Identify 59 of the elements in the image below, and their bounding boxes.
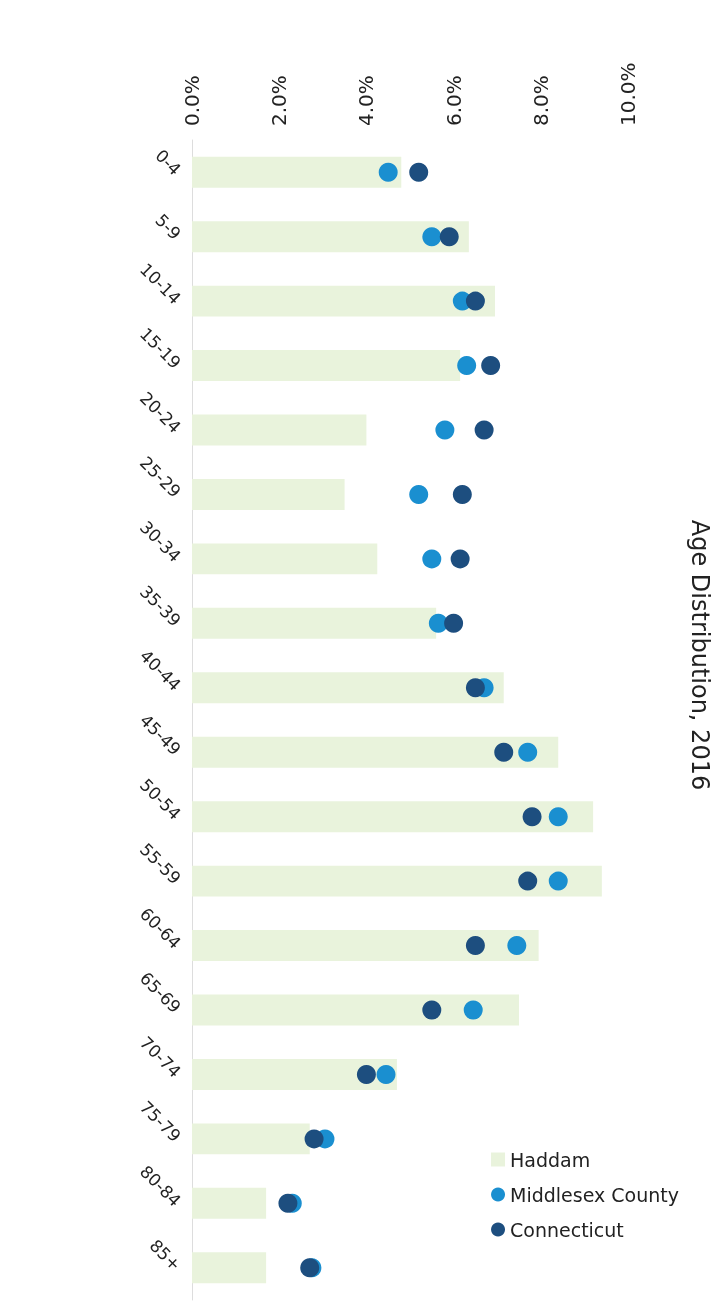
point [422, 549, 442, 569]
bar [192, 414, 367, 446]
text: Age Distribution, 2016 [686, 519, 714, 791]
point [356, 1064, 376, 1084]
point [409, 162, 429, 182]
point [548, 871, 568, 891]
legend-label: Middlesex County [510, 1183, 679, 1206]
point [378, 162, 398, 182]
y-tick-label: 0-4 [151, 145, 186, 180]
point [422, 227, 442, 247]
bar [192, 801, 594, 833]
point [457, 356, 477, 376]
x-tick-label: 4.0% [354, 75, 379, 126]
x-tick-label: 10.0% [616, 62, 640, 126]
bar [192, 350, 461, 382]
bar [192, 736, 559, 768]
bar [192, 994, 519, 1026]
bar [192, 1058, 397, 1090]
point [376, 1064, 396, 1084]
bar [192, 607, 437, 639]
bar [192, 285, 496, 317]
y-tick-label: 5-9 [151, 209, 186, 244]
bar [192, 478, 345, 510]
point [522, 807, 542, 827]
bar [192, 543, 378, 575]
point [435, 420, 455, 440]
point [507, 936, 527, 956]
point [481, 356, 501, 376]
point [518, 871, 538, 891]
point [444, 613, 464, 633]
point [450, 549, 470, 569]
legend-label: Connecticut [510, 1218, 624, 1241]
legend-label: Haddam [510, 1148, 591, 1171]
bar [192, 156, 402, 188]
point [494, 742, 514, 762]
bar [192, 930, 539, 962]
point [465, 291, 485, 311]
x-tick-label: 0.0% [180, 75, 204, 126]
bar [192, 672, 504, 704]
point [548, 807, 568, 827]
point [422, 1000, 442, 1020]
point [463, 1000, 483, 1020]
bar [192, 1252, 267, 1284]
point [465, 678, 485, 698]
point [409, 484, 429, 504]
point [439, 227, 459, 247]
x-tick-label: 8.0% [528, 75, 553, 126]
bar [192, 1187, 267, 1219]
bar [192, 1123, 310, 1155]
x-tick-label: 6.0% [441, 75, 466, 126]
point [474, 420, 494, 440]
y-tick-label: 85+ [145, 1235, 186, 1275]
bar [192, 221, 469, 253]
point [518, 742, 538, 762]
point [304, 1129, 324, 1149]
point [465, 936, 485, 956]
bar [192, 865, 602, 897]
point [452, 484, 472, 504]
x-tick-label: 2.0% [267, 75, 292, 126]
